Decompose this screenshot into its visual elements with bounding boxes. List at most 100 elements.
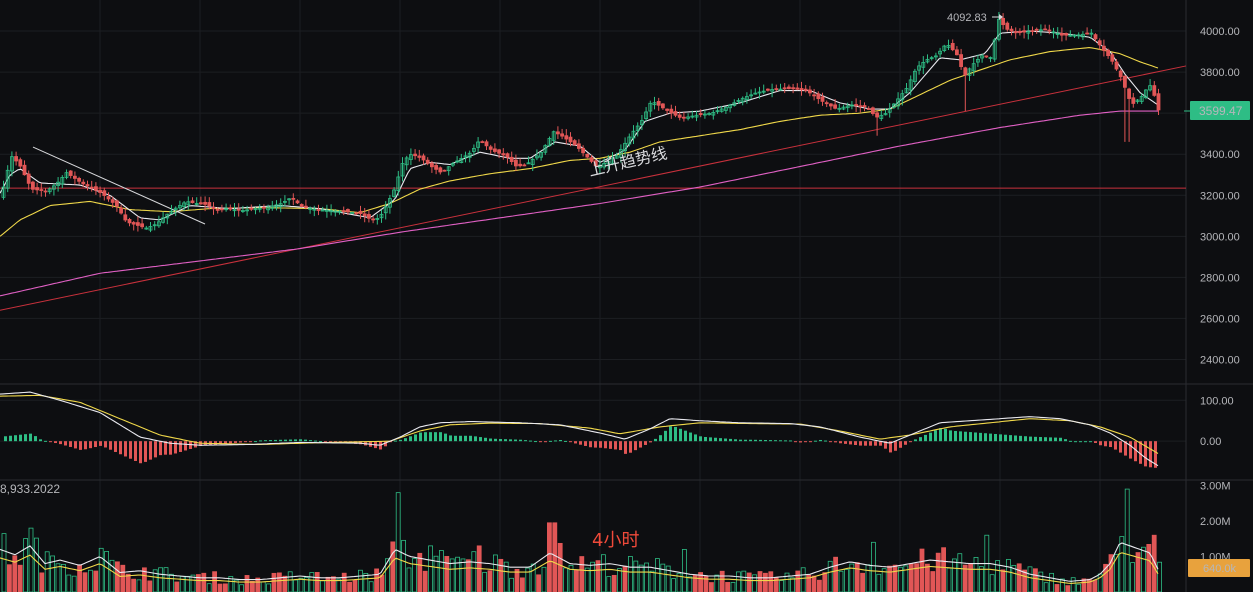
uptrend-line <box>0 65 1187 311</box>
candle-body <box>383 206 388 214</box>
volume-bar <box>876 573 882 592</box>
last-price-label: 3599.47 <box>1199 104 1243 118</box>
candle-body <box>929 57 934 60</box>
volume-bar <box>309 572 315 592</box>
volume-bar <box>649 570 655 592</box>
volume-bar <box>768 571 774 592</box>
macd-histogram-bar <box>954 430 957 442</box>
volume-bar <box>919 548 925 592</box>
macd-histogram-bar <box>1109 441 1112 448</box>
volume-bar <box>498 558 504 592</box>
volume-bar <box>1081 578 1087 592</box>
volume-bar <box>444 556 450 592</box>
candle-body <box>73 175 77 179</box>
volume-bar <box>23 538 29 592</box>
volume-bar <box>152 569 158 592</box>
macd-histogram-bar <box>934 430 937 442</box>
price-axis[interactable]: 4200.004000.003800.003600.003400.003200.… <box>1200 0 1240 564</box>
candle-body <box>425 159 430 164</box>
candle-body <box>850 104 854 107</box>
candle-body <box>329 210 334 213</box>
candle-body <box>803 88 808 91</box>
macd-histogram-bar <box>729 438 732 442</box>
candle-body <box>1055 33 1060 35</box>
candle-body <box>287 198 292 201</box>
candle-body <box>488 146 493 150</box>
volume-bar <box>66 574 72 592</box>
volume-bar <box>952 558 957 592</box>
macd-value-label: 8,933.2022 <box>0 482 60 496</box>
macd-histogram-bar <box>604 441 607 449</box>
volume-bar <box>406 567 412 592</box>
candle-body <box>455 160 460 163</box>
volume-bar <box>1 533 7 592</box>
volume-bar <box>757 571 763 592</box>
axis-tick-label: 3.00M <box>1200 481 1231 493</box>
macd-histogram-bar <box>979 432 982 442</box>
macd-histogram-bar <box>99 441 102 446</box>
volume-bar <box>482 571 488 592</box>
candle-body <box>782 87 787 90</box>
ma-slow-line <box>0 110 1158 297</box>
candle-body <box>652 102 657 106</box>
macd-histogram-bar <box>414 434 417 442</box>
candle-body <box>1152 85 1157 96</box>
volume-bar <box>514 568 520 592</box>
macd-histogram-bar <box>394 440 397 442</box>
macd-histogram-bar <box>789 440 792 442</box>
macd-histogram-bar <box>109 441 112 450</box>
candle-body <box>471 148 476 152</box>
macd-histogram-bar <box>104 441 107 448</box>
candle-body <box>219 208 224 211</box>
axis-tick-label: 3200.00 <box>1200 190 1240 202</box>
candle-body <box>1097 40 1102 46</box>
candle-body <box>925 58 930 63</box>
volume-bar <box>104 550 109 592</box>
volume-bar <box>120 564 126 592</box>
candle-body <box>640 120 644 126</box>
candle-body <box>980 55 984 59</box>
candle-body <box>841 106 846 110</box>
volume-bar <box>946 567 952 592</box>
candle-body <box>320 209 325 212</box>
candle-body <box>408 154 413 160</box>
macd-histogram-bar <box>584 441 587 446</box>
candle-body <box>1068 34 1073 37</box>
candle-body <box>119 207 123 214</box>
macd-histogram-bar <box>904 441 907 445</box>
candle-body <box>228 207 233 210</box>
candle-body <box>866 108 871 110</box>
candle-body <box>291 197 296 200</box>
volume-bar <box>676 573 682 592</box>
macd-histogram-bar <box>1139 441 1142 464</box>
macd-histogram-bar <box>839 441 842 444</box>
candle-body <box>295 200 300 204</box>
macd-histogram-bar <box>44 440 47 442</box>
candle-body <box>156 221 161 227</box>
macd-histogram-bar <box>1129 441 1132 459</box>
candle-body <box>631 130 636 139</box>
volume-bar <box>190 574 196 592</box>
macd-histogram-bar <box>129 441 132 459</box>
volume-bar <box>1141 546 1146 592</box>
candle-body <box>492 148 497 152</box>
macd-histogram-bar <box>799 441 802 443</box>
candle-body <box>316 209 321 211</box>
macd-histogram-bar <box>49 441 52 443</box>
macd-histogram-bar <box>294 439 297 442</box>
macd-histogram-bar <box>764 439 767 442</box>
volume-bar <box>925 563 930 592</box>
macd-histogram-bar <box>664 430 667 442</box>
candle-body <box>64 172 69 178</box>
macd-histogram-bar <box>549 440 552 442</box>
candle-body <box>312 208 317 211</box>
volume-bar <box>887 565 892 592</box>
candle-body <box>845 105 850 109</box>
candle-body <box>791 87 795 90</box>
volume-bar <box>185 575 191 592</box>
candlestick-series[interactable] <box>1 11 1161 233</box>
macd-histogram-bar <box>589 441 592 448</box>
candle-body <box>719 108 724 112</box>
candle-body <box>1093 34 1098 40</box>
